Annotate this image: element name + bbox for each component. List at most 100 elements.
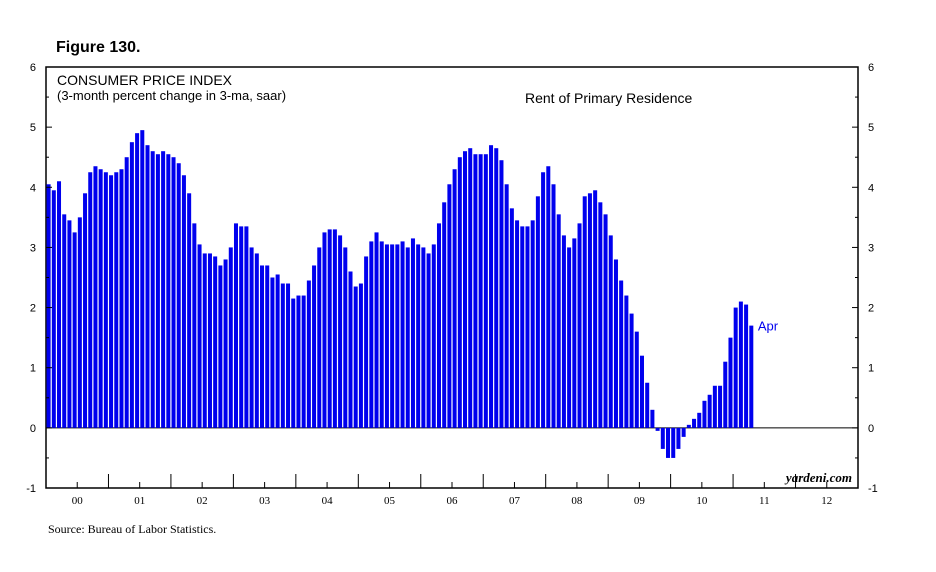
bar bbox=[77, 217, 82, 428]
bar bbox=[150, 151, 155, 428]
bar bbox=[390, 244, 395, 428]
bar bbox=[353, 286, 358, 428]
bar bbox=[62, 214, 67, 428]
bar bbox=[187, 193, 192, 428]
bar bbox=[57, 181, 62, 428]
y-tick-label-left: 0 bbox=[30, 423, 36, 435]
chart-title: CONSUMER PRICE INDEX bbox=[57, 72, 233, 88]
bar bbox=[613, 259, 618, 428]
bar bbox=[83, 193, 88, 428]
bar bbox=[457, 157, 462, 428]
bar bbox=[634, 331, 639, 428]
bar bbox=[379, 241, 384, 428]
bar bbox=[733, 307, 738, 428]
bar bbox=[504, 184, 509, 428]
bar bbox=[676, 427, 681, 449]
bar bbox=[312, 265, 317, 428]
bar bbox=[608, 235, 613, 428]
bar bbox=[707, 394, 712, 428]
y-tick-label-right: 3 bbox=[868, 242, 874, 254]
bar bbox=[697, 412, 702, 428]
x-year-label: 06 bbox=[447, 495, 459, 507]
y-axis-left: -1 0 1 2 3 4 5 6 bbox=[26, 62, 52, 495]
end-value-label: Apr bbox=[758, 319, 779, 334]
bar bbox=[598, 202, 603, 428]
bar bbox=[738, 301, 743, 428]
y-tick-label-right: 4 bbox=[868, 182, 874, 194]
bar bbox=[645, 382, 650, 428]
bar bbox=[520, 226, 525, 428]
x-year-label: 07 bbox=[509, 495, 521, 507]
x-year-label: 00 bbox=[72, 495, 84, 507]
bar bbox=[358, 283, 363, 428]
y-tick-label-right: 5 bbox=[868, 122, 874, 134]
bar bbox=[749, 325, 754, 428]
bar bbox=[51, 190, 56, 428]
bar bbox=[140, 130, 145, 428]
bar bbox=[145, 145, 150, 428]
bar bbox=[442, 202, 447, 428]
bar bbox=[405, 247, 410, 428]
chart-subtitle: (3-month percent change in 3-ma, saar) bbox=[57, 88, 286, 103]
y-tick-label-left: -1 bbox=[26, 483, 36, 495]
bar bbox=[463, 151, 468, 428]
bar bbox=[364, 256, 369, 428]
bar bbox=[603, 214, 608, 428]
x-year-label: 11 bbox=[759, 495, 770, 507]
bar bbox=[369, 241, 374, 428]
bar bbox=[296, 295, 301, 428]
bar bbox=[692, 418, 697, 428]
bar bbox=[218, 265, 223, 428]
bar bbox=[129, 142, 134, 428]
bar bbox=[119, 169, 124, 428]
bar bbox=[338, 235, 343, 428]
bar bbox=[723, 361, 728, 428]
bar bbox=[483, 154, 488, 428]
bar bbox=[535, 196, 540, 428]
x-year-label: 09 bbox=[634, 495, 646, 507]
bar bbox=[551, 184, 556, 428]
bar bbox=[421, 247, 426, 428]
bar bbox=[265, 265, 270, 428]
bar bbox=[567, 247, 572, 428]
bar bbox=[228, 247, 233, 428]
bar bbox=[166, 154, 171, 428]
y-tick-label-left: 3 bbox=[30, 242, 36, 254]
bar bbox=[249, 247, 254, 428]
y-tick-label-left: 4 bbox=[30, 182, 36, 194]
x-year-label: 01 bbox=[134, 495, 145, 507]
figure-title: Figure 130. bbox=[56, 39, 141, 56]
y-tick-label-right: 1 bbox=[868, 363, 874, 375]
bar bbox=[561, 235, 566, 428]
bar bbox=[327, 229, 332, 428]
x-year-label: 12 bbox=[821, 495, 832, 507]
x-axis: 00 01 02 03 04 05 06 07 08 09 10 11 12 bbox=[72, 474, 832, 507]
y-tick-label-left: 1 bbox=[30, 363, 36, 375]
bar bbox=[244, 226, 249, 428]
bar bbox=[270, 277, 275, 428]
y-tick-label-right: 2 bbox=[868, 303, 874, 315]
bar bbox=[286, 283, 291, 428]
bar bbox=[254, 253, 259, 428]
bar bbox=[478, 154, 483, 428]
bar bbox=[343, 247, 348, 428]
bar bbox=[702, 400, 707, 428]
bar bbox=[88, 172, 93, 428]
bar bbox=[509, 208, 514, 428]
bar bbox=[171, 157, 176, 428]
bar bbox=[410, 238, 415, 428]
x-year-label: 03 bbox=[259, 495, 271, 507]
bar bbox=[629, 313, 634, 428]
bar bbox=[572, 238, 577, 428]
y-tick-label-left: 6 bbox=[30, 62, 36, 74]
series-label: Rent of Primary Residence bbox=[525, 90, 693, 106]
bar bbox=[681, 427, 686, 437]
bar bbox=[124, 157, 129, 428]
bar bbox=[655, 427, 660, 431]
bar bbox=[135, 133, 140, 428]
x-year-label: 10 bbox=[696, 495, 708, 507]
bar bbox=[712, 385, 717, 428]
bar bbox=[213, 256, 218, 428]
x-year-label: 04 bbox=[322, 495, 334, 507]
